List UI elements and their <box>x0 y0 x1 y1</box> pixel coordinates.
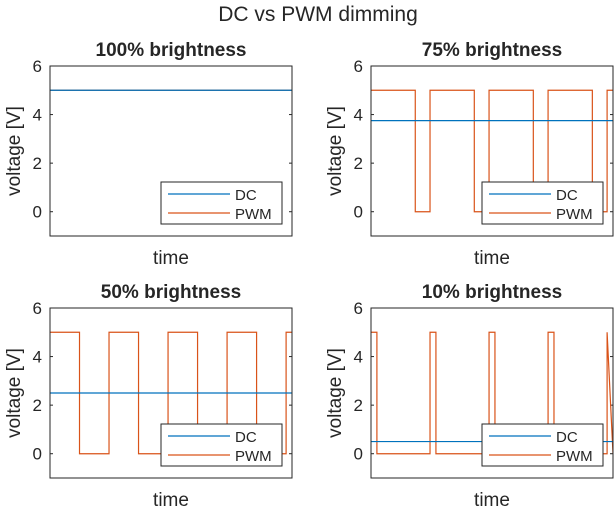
y-tick-label: 0 <box>354 203 363 222</box>
subplot-2: 50% brightness time voltage [V] 0 2 4 6 DC PWM <box>4 282 293 511</box>
x-axis-label: time <box>474 490 510 508</box>
y-tick-label: 2 <box>33 154 42 173</box>
y-tick-label: 2 <box>354 154 363 173</box>
y-tick-label: 4 <box>354 348 363 367</box>
y-tick-label: 6 <box>33 57 42 76</box>
legend: DC PWM <box>160 423 283 467</box>
y-tick-label: 2 <box>33 396 42 415</box>
legend-box <box>481 423 604 467</box>
legend-dc-label: DC <box>235 187 257 204</box>
x-axis-label: time <box>474 248 510 269</box>
legend-pwm-label: PWM <box>556 206 593 223</box>
y-axis-label: voltage [V] <box>325 106 346 196</box>
y-tick-label: 6 <box>354 57 363 76</box>
y-tick-label: 2 <box>354 396 363 415</box>
figure-title: DC vs PWM dimming <box>218 3 418 26</box>
x-axis-label: time <box>153 490 189 508</box>
legend-pwm-label: PWM <box>556 448 593 465</box>
y-axis-label: voltage [V] <box>4 348 25 438</box>
x-axis-label: time <box>153 248 189 269</box>
axes-box <box>370 65 614 237</box>
axes-box <box>49 65 293 237</box>
y-tick-label: 4 <box>354 106 363 125</box>
y-tick-label: 6 <box>354 299 363 318</box>
subplot-title: 50% brightness <box>101 282 241 303</box>
y-axis-label: voltage [V] <box>4 106 25 196</box>
axes-box <box>49 307 293 479</box>
y-tick-label: 0 <box>354 445 363 464</box>
legend: DC PWM <box>160 181 283 225</box>
legend-dc-label: DC <box>235 429 257 446</box>
y-tick-label: 4 <box>33 106 42 125</box>
legend-pwm-label: PWM <box>235 206 272 223</box>
y-axis-label: voltage [V] <box>325 348 346 438</box>
subplot-3: 10% brightness time voltage [V] 0 2 4 6 DC PWM <box>325 282 614 511</box>
legend-box <box>160 181 283 225</box>
legend: DC PWM <box>481 423 604 467</box>
legend-dc-label: DC <box>556 187 578 204</box>
y-tick-label: 0 <box>33 203 42 222</box>
subplot-title: 100% brightness <box>96 40 247 61</box>
legend-pwm-label: PWM <box>235 448 272 465</box>
legend-box <box>160 423 283 467</box>
y-tick-label: 4 <box>33 348 42 367</box>
subplot-title: 75% brightness <box>422 40 562 61</box>
legend: DC PWM <box>481 181 604 225</box>
y-tick-label: 6 <box>33 299 42 318</box>
subplot-title: 10% brightness <box>422 282 562 303</box>
legend-dc-label: DC <box>556 429 578 446</box>
y-tick-label: 0 <box>33 445 42 464</box>
axes-box <box>370 307 614 479</box>
subplot-1: 75% brightness time voltage [V] 0 2 4 6 DC PWM <box>325 40 614 269</box>
legend-box <box>481 181 604 225</box>
subplot-0: 100% brightness time voltage [V] 0 2 4 6 DC PWM <box>4 40 293 269</box>
